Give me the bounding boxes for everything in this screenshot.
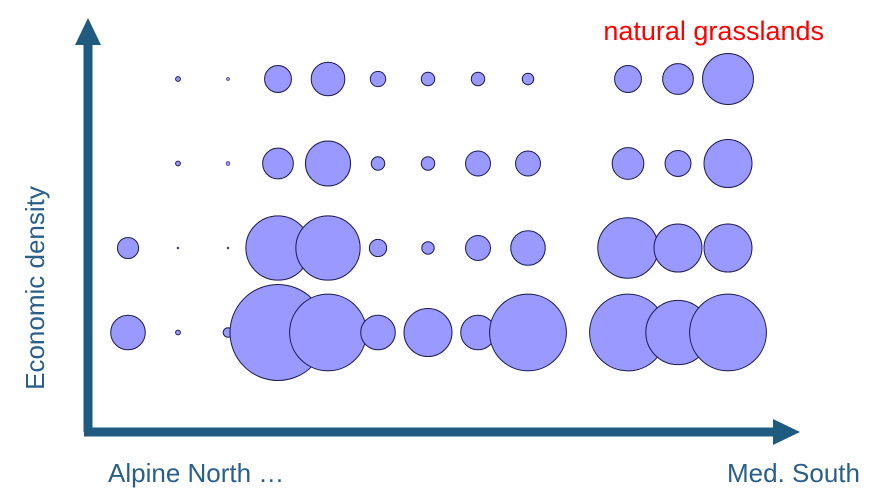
bubble-r2-c13 [703, 223, 753, 273]
bubble-r4-c5 [310, 61, 346, 97]
bubble-r2-c6 [368, 238, 388, 258]
bubble-r4-c2 [175, 76, 181, 82]
bubble-r3-c4 [262, 147, 294, 180]
bubble-r4-c7 [420, 71, 436, 87]
bubble-r4-c3 [226, 77, 230, 81]
bubble-r3-c13 [703, 139, 753, 188]
bubble-r2-c3 [226, 246, 230, 250]
axes [75, 18, 800, 445]
bubble-r3-c11 [611, 147, 645, 180]
y-axis-label: Economic density [20, 186, 50, 390]
bubble-grid [110, 53, 767, 381]
bubble-r1-c6 [360, 314, 396, 351]
bubble-r4-c12 [662, 63, 694, 95]
bubble-r1-c13 [689, 293, 767, 372]
bubble-r2-c7 [421, 241, 435, 255]
bubble-r3-c2 [175, 160, 181, 167]
bubble-r1-c7 [403, 308, 453, 357]
bubble-r1-c2 [175, 329, 181, 336]
bubble-r2-c12 [653, 223, 703, 273]
bubble-r3-c5 [304, 140, 352, 187]
x-axis-arrow [773, 419, 800, 445]
bubble-r1-c9 [489, 293, 567, 372]
bubble-r3-c9 [515, 150, 541, 177]
bubble-r4-c13 [702, 53, 754, 105]
bubble-r2-c5 [295, 215, 361, 281]
bubble-r1-c5 [289, 293, 367, 372]
bubble-r3-c3 [225, 161, 231, 166]
bubble-r2-c2 [176, 246, 180, 250]
bubble-r3-c12 [664, 150, 692, 177]
y-axis-arrow [75, 18, 101, 45]
chart-title: natural grasslands [603, 16, 824, 46]
bubble-r4-c4 [264, 65, 292, 93]
bubble-r2-c9 [510, 230, 546, 266]
bubble-r4-c8 [470, 71, 486, 87]
bubble-r2-c8 [465, 235, 491, 261]
x-axis-label-left: Alpine North … [108, 458, 284, 488]
x-axis-label-right: Med. South [727, 458, 860, 488]
bubble-r4-c9 [521, 72, 535, 86]
bubble-r3-c7 [420, 156, 436, 171]
bubble-r2-c11 [597, 217, 659, 279]
bubble-r3-c6 [370, 156, 386, 171]
bubble-r3-c8 [465, 150, 491, 177]
bubble-r4-c11 [614, 65, 642, 93]
bubble-r4-c6 [369, 70, 387, 88]
bubble-r1-c1 [110, 314, 146, 351]
bubble-r2-c1 [116, 236, 140, 260]
